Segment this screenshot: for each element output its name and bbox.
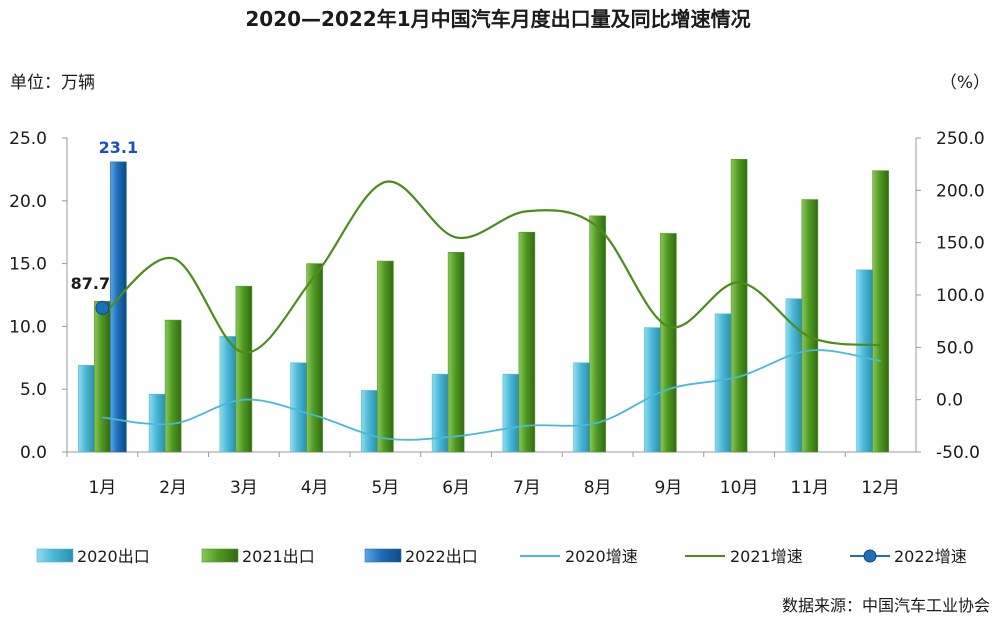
bar-2021出口-2月 [164,319,182,453]
legend-item-2022增速: 2022增速 [850,547,967,566]
legend: 2020出口 2021出口 2022出口 2020增速 2021增速 2022增速 [36,547,967,566]
legend-label: 2021增速 [730,547,803,566]
bar-2021出口-9月 [660,233,677,453]
legend-item-2022出口: 2022出口 [364,547,478,566]
x-tick-label: 10月 [720,478,759,498]
x-axis: 1月 2月 3月 4月 5月 6月 7月 8月 9月 10月 11月 12月 [66,451,916,498]
bar-2021出口-6月 [447,251,465,453]
data-label-2022-export: 23.1 [99,138,138,157]
right-tick-label: 100.0 [936,286,985,306]
chart-title: 2020—2022年1月中国汽车月度出口量及同比增速情况 [245,7,750,31]
bar-2021出口-5月 [377,260,394,453]
legend-marker [863,549,877,563]
x-tick-label: 7月 [513,478,541,498]
bar-2020出口-7月 [502,373,520,453]
line-2020增速 [102,349,881,441]
bar-2022出口-1月 [110,161,127,453]
bar-2021出口-12月 [872,170,889,453]
x-tick-label: 3月 [230,478,258,498]
x-tick-label: 11月 [791,478,830,498]
x-tick-label: 2月 [159,478,187,498]
data-label-group: 23.1 87.7 [71,138,138,293]
bar-2020出口-9月 [644,327,661,453]
legend-item-2021增速: 2021增速 [685,547,803,566]
right-axis-unit: （%） [940,73,990,93]
right-tick-label: 200.0 [936,181,985,201]
bar-2021出口-11月 [801,199,819,453]
bar-2020出口-8月 [573,362,590,453]
x-tick-label: 5月 [371,478,399,498]
legend-label: 2022增速 [894,547,967,566]
left-axis: 0.0 5.0 10.0 15.0 20.0 25.0 [9,129,68,463]
right-tick-label: -50.0 [936,443,980,463]
left-tick-label: 10.0 [9,317,47,337]
x-tick-label: 6月 [442,478,470,498]
legend-label: 2020出口 [77,547,150,566]
bar-2021出口-4月 [306,263,323,453]
source-note: 数据来源：中国汽车工业协会 [782,596,990,615]
bar-2020出口-12月 [856,269,873,453]
legend-label: 2021出口 [242,547,315,566]
right-tick-label: 250.0 [936,129,985,149]
legend-item-2020增速: 2020增速 [520,547,638,566]
bar-2021出口-7月 [518,231,536,453]
bar-2020出口-6月 [431,373,449,453]
x-tick-label: 4月 [301,478,329,498]
plot-area: 0.0 5.0 10.0 15.0 20.0 25.0 -50.0 0.0 50.0 100.0… [9,129,985,498]
legend-swatch [201,548,239,563]
left-tick-label: 20.0 [9,192,47,212]
x-tick-label: 9月 [654,478,682,498]
legend-swatch [364,548,402,563]
bar-2021出口-10月 [730,159,748,453]
legend-label: 2022出口 [405,547,478,566]
bar-2020出口-10月 [714,313,732,453]
left-tick-label: 15.0 [9,255,47,275]
bar-2021出口-1月 [94,300,111,453]
right-tick-label: 0.0 [936,391,963,411]
bar-2021出口-8月 [589,215,606,453]
left-tick-label: 5.0 [20,380,47,400]
legend-item-2020出口: 2020出口 [36,547,150,566]
point-2022增速 [95,300,110,315]
line-series-group [95,180,881,441]
bar-series-group [78,159,889,453]
x-tick-label: 8月 [584,478,612,498]
right-tick-label: 50.0 [936,338,974,358]
legend-label: 2020增速 [565,547,638,566]
bar-2020出口-1月 [78,365,95,453]
right-axis: -50.0 0.0 50.0 100.0 150.0 200.0 250.0 [915,129,985,463]
x-tick-label: 1月 [88,478,116,498]
right-tick-label: 150.0 [936,234,985,254]
bar-2021出口-3月 [235,285,253,453]
left-tick-label: 25.0 [9,129,47,149]
data-label-2022-growth: 87.7 [71,274,110,293]
bar-2020出口-4月 [290,362,307,453]
bar-2020出口-5月 [361,390,378,453]
bar-2020出口-3月 [219,336,237,453]
line-2021增速 [101,180,881,354]
left-axis-unit: 单位：万辆 [10,73,95,93]
legend-swatch [36,548,74,563]
left-tick-label: 0.0 [20,443,47,463]
legend-item-2021出口: 2021出口 [201,547,315,566]
x-tick-label: 12月 [861,478,900,498]
